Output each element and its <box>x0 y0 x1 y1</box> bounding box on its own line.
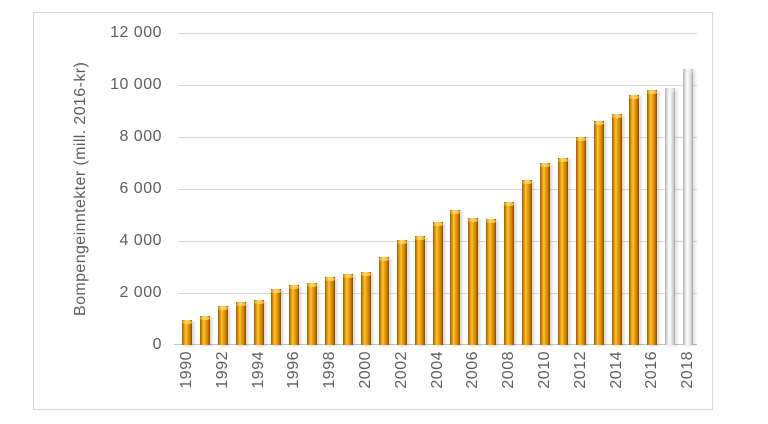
x-tick-label: 2008 <box>500 351 518 389</box>
bar-top-cap <box>432 221 443 226</box>
bar-2004 <box>432 221 443 345</box>
y-tick-label: 6 000 <box>119 180 162 197</box>
bar-1997 <box>307 282 318 345</box>
bar-2011 <box>557 157 568 345</box>
x-tick-label: 2016 <box>643 351 661 389</box>
bar-top-cap <box>504 202 515 206</box>
bar-top-cap <box>181 320 192 325</box>
bar-top-cap <box>683 69 694 74</box>
bar-2007 <box>486 218 497 345</box>
gridline-6000 <box>178 189 697 190</box>
x-tick-label: 2002 <box>392 351 410 389</box>
bar-top-cap <box>468 217 479 222</box>
gridline-10000 <box>178 85 697 86</box>
bar-2010 <box>539 163 550 345</box>
x-tick-label: 1998 <box>321 351 339 389</box>
y-tick-label: 10 000 <box>110 76 162 93</box>
x-tick-label: 1994 <box>249 351 267 389</box>
bar-top-cap <box>378 256 389 261</box>
x-tick-label: 2012 <box>571 351 589 389</box>
bar-top-cap <box>325 277 336 282</box>
bar-top-cap <box>486 218 497 223</box>
bar-top-cap <box>665 87 676 92</box>
bar-2001 <box>378 256 389 345</box>
bar-1993 <box>235 302 246 345</box>
bar-top-cap <box>199 316 210 321</box>
y-tick-label: 2 000 <box>119 284 162 301</box>
bar-top-cap <box>629 95 640 100</box>
bar-top-cap <box>647 90 658 95</box>
bar-top-cap <box>289 285 300 290</box>
bar-1992 <box>217 306 228 345</box>
bar-top-cap <box>396 239 407 244</box>
bar-2008 <box>504 202 515 345</box>
bar-2005 <box>450 209 461 345</box>
bar-top-cap <box>343 273 353 278</box>
x-tick-label: 2010 <box>535 351 553 389</box>
y-tick-label: 8 000 <box>119 128 162 145</box>
bar-2015 <box>629 95 640 345</box>
bar-top-cap <box>360 272 371 277</box>
bar-2000 <box>360 272 371 345</box>
bar-1990 <box>181 320 192 345</box>
y-tick-label: 4 000 <box>119 232 162 249</box>
bar-top-cap <box>450 209 461 214</box>
bar-top-cap <box>271 289 282 294</box>
bar-1994 <box>253 299 264 345</box>
x-tick-label: 2006 <box>464 351 482 389</box>
bar-1995 <box>271 289 282 345</box>
bar-2006 <box>468 217 479 345</box>
bar-2017 <box>665 87 676 345</box>
bar-2002 <box>396 239 407 345</box>
bar-2016 <box>647 90 658 345</box>
bar-top-cap <box>593 121 604 126</box>
bar-1999 <box>343 273 353 345</box>
bar-2003 <box>414 235 425 345</box>
bar-2009 <box>522 179 532 345</box>
bar-2012 <box>575 137 586 345</box>
bar-top-cap <box>522 179 532 184</box>
x-tick-label: 2004 <box>428 351 446 389</box>
x-tick-label: 1990 <box>177 351 195 389</box>
x-tick-label: 2018 <box>679 351 697 389</box>
x-tick-label: 1992 <box>213 351 231 389</box>
bar-1996 <box>289 285 300 345</box>
bar-top-cap <box>575 137 586 141</box>
x-tick-label: 1996 <box>285 351 303 389</box>
y-tick-label: 0 <box>152 336 162 353</box>
x-tick-label: 2000 <box>356 351 374 389</box>
bar-top-cap <box>611 113 622 118</box>
gridline-12000 <box>178 33 697 34</box>
bar-top-cap <box>307 282 318 287</box>
y-tick-label: 12 000 <box>110 24 162 41</box>
bar-top-cap <box>235 302 246 307</box>
bar-1991 <box>199 316 210 345</box>
bar-top-cap <box>253 299 264 304</box>
bar-1998 <box>325 277 336 345</box>
bar-top-cap <box>557 157 568 162</box>
bar-2018 <box>683 69 694 345</box>
gridline-8000 <box>178 137 697 138</box>
bar-2013 <box>593 121 604 345</box>
bar-top-cap <box>539 163 550 167</box>
x-tick-label: 2014 <box>607 351 625 389</box>
bar-top-cap <box>217 306 228 310</box>
bar-2014 <box>611 113 622 345</box>
bar-top-cap <box>414 235 425 240</box>
